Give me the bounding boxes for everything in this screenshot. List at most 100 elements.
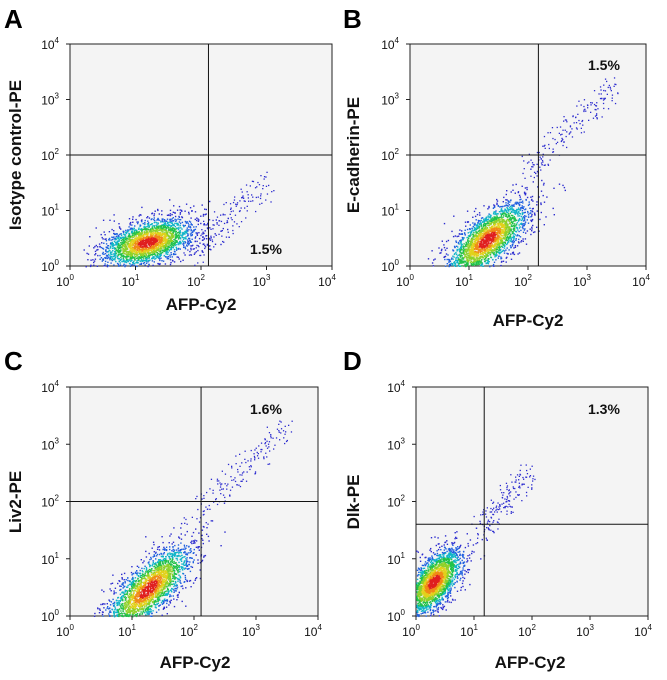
event-dot <box>130 255 132 257</box>
event-dot <box>493 222 495 225</box>
event-dot <box>240 207 242 209</box>
event-dot <box>488 258 490 260</box>
event-dot <box>494 213 496 216</box>
event-dot <box>159 242 161 244</box>
event-dot <box>464 254 466 256</box>
event-dot <box>502 210 504 212</box>
event-dot <box>107 251 109 253</box>
event-dot <box>161 247 163 250</box>
event-dot <box>488 245 491 247</box>
event-dot <box>149 238 151 241</box>
event-dot <box>137 221 139 223</box>
event-dot <box>509 236 511 238</box>
event-dot <box>114 259 116 261</box>
event-dot <box>133 235 136 237</box>
event-dot <box>506 242 509 245</box>
event-dot <box>142 252 145 254</box>
event-dot <box>510 240 512 243</box>
event-dot <box>496 198 498 201</box>
event-dot <box>174 576 176 578</box>
event-dot <box>104 234 106 236</box>
event-dot <box>140 214 142 216</box>
event-dot <box>140 236 142 239</box>
event-dot <box>475 248 477 250</box>
event-dot <box>475 239 477 241</box>
event-dot <box>222 213 224 215</box>
event-dot <box>170 227 172 229</box>
event-dot <box>153 257 155 259</box>
event-dot <box>487 218 490 220</box>
event-dot <box>556 126 558 129</box>
event-dot <box>172 260 174 262</box>
event-dot <box>147 261 149 263</box>
event-dot <box>118 251 121 253</box>
event-dot <box>255 196 257 199</box>
event-dot <box>170 246 172 248</box>
event-dot <box>204 246 207 248</box>
event-dot <box>99 254 101 257</box>
event-dot <box>481 221 484 223</box>
event-dot <box>556 141 559 143</box>
event-dot <box>145 229 147 231</box>
event-dot <box>127 259 129 261</box>
event-dot <box>524 238 527 240</box>
event-dot <box>191 233 193 236</box>
event-dot <box>494 216 496 218</box>
event-dot <box>148 263 150 266</box>
event-dot <box>114 237 117 240</box>
event-dot <box>131 238 133 240</box>
event-dot <box>497 235 500 238</box>
event-dot <box>517 208 519 211</box>
event-dot <box>484 260 486 262</box>
event-dot <box>532 181 534 183</box>
event-dot <box>481 246 483 248</box>
event-dot <box>559 126 562 128</box>
event-dot <box>532 224 534 227</box>
event-dot <box>493 265 495 267</box>
event-dot <box>495 252 498 254</box>
event-dot <box>515 238 517 240</box>
event-dot <box>444 265 447 267</box>
event-dot <box>558 132 560 134</box>
event-dot <box>160 251 162 253</box>
event-dot <box>507 200 510 202</box>
event-dot <box>519 201 521 203</box>
event-dot <box>133 234 135 236</box>
event-dot <box>112 250 114 252</box>
event-dot <box>467 221 470 223</box>
event-dot <box>160 238 163 240</box>
event-dot <box>515 202 518 205</box>
event-dot <box>273 190 275 192</box>
event-dot <box>114 253 116 256</box>
event-dot <box>83 249 85 251</box>
event-dot <box>490 232 493 235</box>
event-dot <box>183 246 185 249</box>
y-tick-label-b-0: 100 <box>381 258 399 274</box>
event-dot <box>134 237 137 239</box>
event-dot <box>499 229 501 231</box>
event-dot <box>132 261 135 264</box>
event-dot <box>530 219 532 221</box>
event-dot <box>89 236 91 238</box>
event-dot <box>488 239 490 241</box>
event-dot <box>489 252 491 254</box>
event-dot <box>606 80 608 83</box>
event-dot <box>513 217 516 220</box>
event-dot <box>191 224 193 226</box>
event-dot <box>126 231 128 233</box>
event-dot <box>132 252 134 255</box>
event-dot <box>493 251 495 254</box>
event-dot <box>526 162 529 164</box>
event-dot <box>179 241 181 243</box>
event-dot <box>252 196 254 198</box>
event-dot <box>461 252 463 255</box>
event-dot <box>192 244 194 246</box>
event-dot <box>121 260 123 263</box>
event-dot <box>466 254 468 256</box>
event-dot <box>125 261 128 264</box>
event-dot <box>514 228 516 230</box>
event-dot <box>142 240 144 242</box>
event-dot <box>106 264 109 266</box>
event-dot <box>553 187 555 189</box>
event-dot <box>473 258 475 260</box>
